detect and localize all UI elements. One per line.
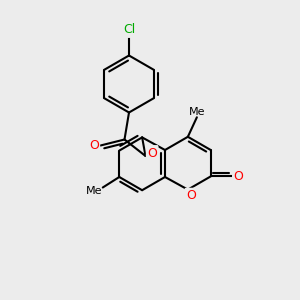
Text: O: O [147,146,157,160]
Text: O: O [89,139,99,152]
Text: Cl: Cl [123,23,135,37]
Text: O: O [147,146,157,160]
Text: O: O [233,170,243,183]
Text: O: O [186,189,196,202]
Text: O: O [233,170,243,183]
Text: Me: Me [86,185,103,196]
Text: Cl: Cl [123,23,135,37]
Text: O: O [186,189,196,202]
Text: O: O [89,139,99,152]
Text: Me: Me [189,107,206,117]
